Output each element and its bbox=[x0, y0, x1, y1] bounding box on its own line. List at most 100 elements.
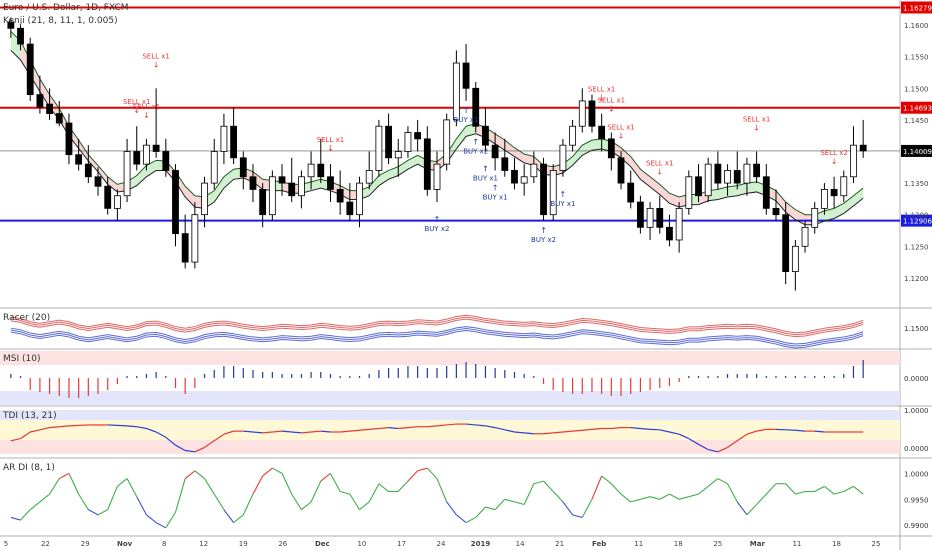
tdi-segment bbox=[524, 432, 534, 435]
ardi-segment bbox=[785, 483, 796, 495]
tdi-segment bbox=[795, 429, 806, 432]
price-line-label: 1.12906 bbox=[903, 218, 932, 226]
ardi-segment bbox=[475, 506, 486, 518]
tdi-segment bbox=[814, 430, 825, 433]
candle-body bbox=[540, 163, 547, 216]
sell-arrow-icon: ↓ bbox=[831, 157, 838, 166]
cloud-segment bbox=[495, 133, 505, 151]
sell-signal-label: SELL x1 bbox=[142, 52, 170, 60]
candle-body bbox=[452, 62, 460, 121]
ardi-segment bbox=[707, 478, 719, 487]
tdi-segment bbox=[175, 444, 186, 452]
x-axis-label: 18 bbox=[832, 540, 841, 548]
price-tick-label: 1.1250 bbox=[904, 243, 929, 251]
tdi-segment bbox=[407, 426, 418, 429]
ardi-segment bbox=[727, 483, 738, 503]
sell-arrow-icon: ↓ bbox=[608, 105, 615, 114]
ardi-segment bbox=[795, 490, 806, 495]
cloud-segment bbox=[78, 140, 89, 161]
price-tick-label: 1.1350 bbox=[904, 180, 929, 188]
ardi-segment bbox=[349, 493, 360, 510]
ardi-segment bbox=[736, 501, 748, 516]
price-line-label-bg bbox=[901, 1, 932, 14]
ardi-tick-label: 0.9900 bbox=[904, 522, 929, 530]
sell-arrow-icon: ↓ bbox=[598, 94, 605, 103]
buy-arrow-icon: ↑ bbox=[463, 106, 470, 115]
ardi-segment bbox=[601, 475, 612, 485]
x-axis-label: 2019 bbox=[471, 540, 491, 548]
tdi-segment bbox=[562, 430, 573, 433]
ardi-segment bbox=[698, 485, 709, 495]
ardi-segment bbox=[97, 509, 108, 516]
ardi-segment bbox=[213, 493, 225, 510]
buy-arrow-icon: ↑ bbox=[560, 190, 567, 199]
candle-body bbox=[433, 163, 441, 190]
ardi-segment bbox=[20, 509, 31, 521]
buy-arrow-icon: ↑ bbox=[434, 215, 441, 224]
tdi-segment bbox=[698, 443, 709, 451]
tdi-segment bbox=[213, 433, 225, 442]
cloud-segment bbox=[88, 154, 99, 172]
candle-body bbox=[278, 176, 286, 184]
ardi-segment bbox=[117, 478, 128, 487]
x-axis-label: 19 bbox=[239, 540, 248, 548]
tdi-segment bbox=[204, 440, 215, 448]
tdi-segment bbox=[136, 426, 147, 430]
ardi-segment bbox=[59, 472, 70, 480]
x-axis-label: Mar bbox=[750, 540, 766, 548]
ardi-segment bbox=[184, 470, 196, 479]
ardi-segment bbox=[340, 490, 350, 495]
tdi-segment bbox=[494, 427, 505, 431]
x-axis-label: Dec bbox=[315, 540, 330, 548]
cloud-segment bbox=[572, 145, 583, 166]
cloud-segment bbox=[407, 155, 418, 170]
ardi-segment bbox=[10, 516, 21, 521]
candle-body bbox=[830, 189, 838, 197]
candle-body bbox=[385, 125, 392, 159]
tdi-segment bbox=[127, 425, 137, 428]
candle-body bbox=[685, 176, 693, 209]
cloud-segment bbox=[378, 170, 389, 186]
sell-arrow-icon: ↓ bbox=[656, 168, 663, 177]
candle-body bbox=[181, 233, 189, 263]
tdi-segment bbox=[59, 425, 70, 428]
candle-body bbox=[607, 138, 615, 159]
candle-body bbox=[84, 163, 92, 178]
tdi-segment bbox=[340, 430, 350, 433]
ardi-pane-bg bbox=[0, 459, 932, 535]
ardi-segment bbox=[833, 490, 844, 495]
sell-signal-label: SELL x1 bbox=[607, 124, 635, 132]
ardi-segment bbox=[572, 514, 583, 518]
ardi-segment bbox=[552, 491, 564, 503]
candle-body bbox=[559, 144, 567, 171]
price-tick-label: 1.1600 bbox=[904, 22, 929, 30]
candle-body bbox=[520, 176, 528, 184]
ardi-segment bbox=[155, 522, 167, 529]
tdi-tick-label: 1.0000 bbox=[904, 407, 929, 415]
price-tick-label: 1.1450 bbox=[904, 117, 929, 125]
ardi-segment bbox=[310, 480, 322, 503]
candle-body bbox=[375, 125, 383, 171]
racer-lower-line bbox=[10, 329, 864, 349]
candle-body bbox=[636, 201, 644, 228]
cloud-segment bbox=[136, 165, 147, 186]
x-axis-label: 26 bbox=[278, 540, 287, 548]
ardi-segment bbox=[107, 486, 118, 510]
candle-body bbox=[404, 132, 412, 152]
ardi-segment bbox=[610, 483, 622, 495]
candle-body bbox=[578, 100, 586, 127]
candle-body bbox=[17, 27, 24, 45]
msi-upper-zone bbox=[0, 351, 900, 365]
tdi-segment bbox=[630, 427, 641, 430]
tdi-segment bbox=[688, 438, 699, 445]
x-axis-label: 11 bbox=[634, 540, 643, 548]
tdi-segment bbox=[582, 428, 593, 431]
sell-arrow-icon: ↓ bbox=[618, 132, 625, 141]
cloud-segment bbox=[185, 186, 195, 208]
ardi-segment bbox=[329, 473, 341, 492]
candle-body bbox=[230, 125, 238, 159]
tdi-segment bbox=[388, 427, 399, 430]
price-tick-label: 1.1200 bbox=[904, 275, 929, 283]
candle-body bbox=[782, 214, 790, 272]
tdi-segment bbox=[427, 425, 438, 428]
